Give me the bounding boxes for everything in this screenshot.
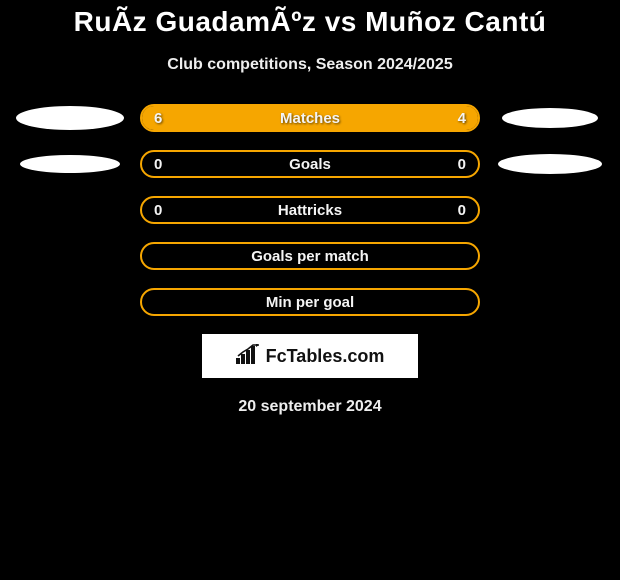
- stat-right-value: 4: [458, 110, 466, 127]
- right-side: [480, 108, 620, 128]
- chart-icon: [236, 344, 262, 369]
- stat-label: Goals per match: [251, 248, 369, 265]
- date-text: 20 september 2024: [0, 398, 620, 416]
- stat-bar: 6 Matches 4: [140, 104, 480, 132]
- stat-bar: 0 Hattricks 0: [140, 196, 480, 224]
- stat-bar: Goals per match: [140, 242, 480, 270]
- logo-text: FcTables.com: [266, 346, 385, 367]
- left-side: [0, 106, 140, 130]
- stat-row: 0 Goals 0: [0, 150, 620, 178]
- right-oval: [502, 108, 598, 128]
- stat-row: Goals per match: [0, 242, 620, 270]
- stat-label: Matches: [280, 110, 340, 127]
- logo-box: FcTables.com: [202, 334, 418, 378]
- stat-row: Min per goal: [0, 288, 620, 316]
- stat-label: Goals: [289, 156, 331, 173]
- stat-right-value: 0: [458, 156, 466, 173]
- left-oval: [20, 155, 120, 173]
- left-side: [0, 155, 140, 173]
- stat-bar: 0 Goals 0: [140, 150, 480, 178]
- stat-row: 0 Hattricks 0: [0, 196, 620, 224]
- page-subtitle: Club competitions, Season 2024/2025: [0, 56, 620, 74]
- page-title: RuÃz GuadamÃºz vs Muñoz Cantú: [0, 6, 620, 38]
- stat-bar: Min per goal: [140, 288, 480, 316]
- logo: FcTables.com: [236, 344, 385, 369]
- right-side: [480, 154, 620, 174]
- stat-label: Min per goal: [266, 294, 354, 311]
- stat-right-value: 0: [458, 202, 466, 219]
- stat-left-value: 0: [154, 202, 162, 219]
- stat-label: Hattricks: [278, 202, 342, 219]
- comparison-infographic: RuÃz GuadamÃºz vs Muñoz Cantú Club compe…: [0, 0, 620, 580]
- stat-left-value: 6: [154, 110, 162, 127]
- stat-row: 6 Matches 4: [0, 104, 620, 132]
- right-oval: [498, 154, 602, 174]
- stat-rows: 6 Matches 4 0 Goals 0 0 Hattricks 0 Goals per mat…: [0, 104, 620, 316]
- stat-left-value: 0: [154, 156, 162, 173]
- left-oval: [16, 106, 124, 130]
